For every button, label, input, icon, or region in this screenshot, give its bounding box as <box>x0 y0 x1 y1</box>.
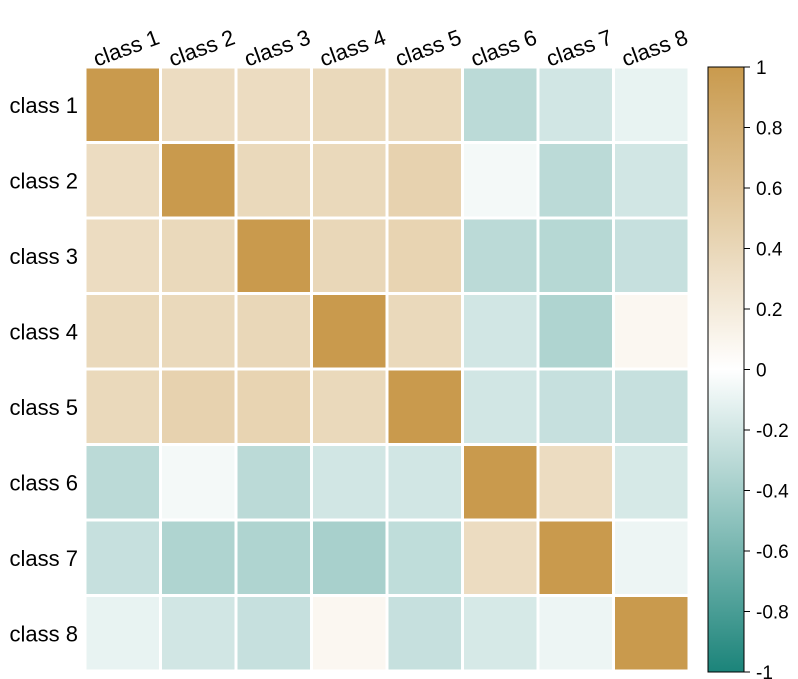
heatmap-cell-r3-c1 <box>86 219 159 292</box>
heatmap-cell-r2-c7 <box>539 144 612 217</box>
heatmap-cell-r7-c8 <box>615 521 688 594</box>
heatmap-cell-r2-c8 <box>615 144 688 217</box>
heatmap-cell-r8-c2 <box>162 597 235 670</box>
heatmap-cell-r7-c5 <box>388 521 461 594</box>
heatmap-cell-r2-c1 <box>86 144 159 217</box>
heatmap-cell-r8-c4 <box>313 597 386 670</box>
heatmap-cell-r2-c5 <box>388 144 461 217</box>
heatmap-cell-r6-c7 <box>539 446 612 519</box>
heatmap-cell-r4-c4 <box>313 295 386 368</box>
heatmap-cells <box>86 68 688 670</box>
heatmap-cell-r5-c7 <box>539 370 612 443</box>
heatmap-cell-r1-c2 <box>162 68 235 141</box>
heatmap-cell-r8-c8 <box>615 597 688 670</box>
heatmap-cell-r1-c3 <box>237 68 310 141</box>
heatmap-cell-r5-c8 <box>615 370 688 443</box>
heatmap-cell-r4-c3 <box>237 295 310 368</box>
x-tick-label: class 4 <box>316 24 389 71</box>
heatmap-cell-r7-c6 <box>464 521 537 594</box>
heatmap-cell-r1-c1 <box>86 68 159 141</box>
colorbar-tick-label: -0.2 <box>756 421 789 442</box>
heatmap-cell-r5-c4 <box>313 370 386 443</box>
heatmap-cell-r2-c2 <box>162 144 235 217</box>
heatmap-cell-r4-c5 <box>388 295 461 368</box>
heatmap-cell-r4-c7 <box>539 295 612 368</box>
heatmap-cell-r1-c4 <box>313 68 386 141</box>
heatmap-cell-r6-c2 <box>162 446 235 519</box>
colorbar-tick-label: 1 <box>756 58 767 79</box>
heatmap-cell-r4-c1 <box>86 295 159 368</box>
y-tick-label: class 3 <box>10 244 78 269</box>
heatmap-cell-r3-c6 <box>464 219 537 292</box>
heatmap-cell-r6-c3 <box>237 446 310 519</box>
y-tick-label: class 8 <box>10 621 78 646</box>
heatmap-cell-r5-c1 <box>86 370 159 443</box>
x-tick-label: class 5 <box>392 24 465 71</box>
colorbar-tick-label: -0.8 <box>756 603 789 624</box>
heatmap-cell-r2-c4 <box>313 144 386 217</box>
heatmap-cell-r1-c5 <box>388 68 461 141</box>
colorbar-ticks: 1 0.8 0.6 0.4 0.2 0 -0.2 -0.4 -0.6 -0.8 -1 <box>744 58 789 679</box>
colorbar-tick-label: -0.6 <box>756 542 789 563</box>
x-tick-label: class 1 <box>90 24 163 71</box>
colorbar-tick-label: 0.8 <box>756 119 782 140</box>
heatmap-cell-r3-c2 <box>162 219 235 292</box>
y-tick-label: class 1 <box>10 93 78 118</box>
colorbar-tick-label: 0.4 <box>756 240 783 261</box>
y-tick-label: class 7 <box>10 546 78 571</box>
x-tick-label: class 8 <box>618 24 691 71</box>
heatmap-cell-r6-c6 <box>464 446 537 519</box>
heatmap-cell-r3-c5 <box>388 219 461 292</box>
heatmap-cell-r5-c6 <box>464 370 537 443</box>
heatmap-cell-r5-c3 <box>237 370 310 443</box>
y-axis-labels: class 1 class 2 class 3 class 4 class 5 class… <box>10 93 78 647</box>
heatmap-cell-r6-c4 <box>313 446 386 519</box>
heatmap-cell-r7-c2 <box>162 521 235 594</box>
heatmap-cell-r5-c2 <box>162 370 235 443</box>
heatmap-cell-r8-c6 <box>464 597 537 670</box>
heatmap-cell-r8-c3 <box>237 597 310 670</box>
colorbar-tick-label: -1 <box>756 663 773 679</box>
heatmap-cell-r7-c3 <box>237 521 310 594</box>
heatmap-cell-r8-c1 <box>86 597 159 670</box>
heatmap-cell-r1-c6 <box>464 68 537 141</box>
heatmap-cell-r1-c7 <box>539 68 612 141</box>
heatmap-cell-r4-c2 <box>162 295 235 368</box>
heatmap-cell-r1-c8 <box>615 68 688 141</box>
heatmap-cell-r2-c3 <box>237 144 310 217</box>
heatmap-cell-r7-c1 <box>86 521 159 594</box>
x-axis-labels: class 1 class 2 class 3 class 4 class 5 class… <box>90 24 691 71</box>
heatmap-cell-r7-c4 <box>313 521 386 594</box>
y-tick-label: class 5 <box>10 395 78 420</box>
heatmap-cell-r6-c5 <box>388 446 461 519</box>
heatmap-cell-r4-c6 <box>464 295 537 368</box>
x-tick-label: class 6 <box>467 24 540 71</box>
heatmap-cell-r7-c7 <box>539 521 612 594</box>
heatmap-cell-r6-c1 <box>86 446 159 519</box>
x-tick-label: class 7 <box>543 24 616 71</box>
heatmap-cell-r3-c4 <box>313 219 386 292</box>
y-tick-label: class 2 <box>10 168 78 193</box>
colorbar-tick-label: 0 <box>756 361 767 382</box>
colorbar-tick-label: 0.6 <box>756 179 782 200</box>
heatmap-cell-r2-c6 <box>464 144 537 217</box>
heatmap-cell-r8-c7 <box>539 597 612 670</box>
x-tick-label: class 3 <box>241 24 314 71</box>
heatmap-cell-r6-c8 <box>615 446 688 519</box>
x-tick-label: class 2 <box>165 24 238 71</box>
y-tick-label: class 6 <box>10 470 78 495</box>
y-tick-label: class 4 <box>10 319 78 344</box>
heatmap-cell-r4-c8 <box>615 295 688 368</box>
colorbar-gradient <box>707 66 745 673</box>
heatmap-cell-r8-c5 <box>388 597 461 670</box>
heatmap-cell-r3-c8 <box>615 219 688 292</box>
colorbar-tick-label: 0.2 <box>756 300 782 321</box>
colorbar-tick-label: -0.4 <box>756 482 789 503</box>
heatmap-cell-r3-c7 <box>539 219 612 292</box>
colorbar: 1 0.8 0.6 0.4 0.2 0 -0.2 -0.4 -0.6 -0.8 -1 <box>707 58 789 679</box>
heatmap-cell-r3-c3 <box>237 219 310 292</box>
heatmap-cell-r5-c5 <box>388 370 461 443</box>
